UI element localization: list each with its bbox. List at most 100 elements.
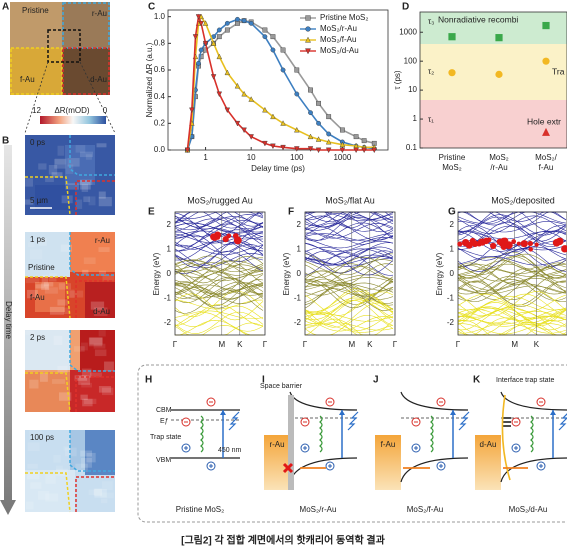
y-tick-label: 2: [167, 220, 172, 229]
marker: [210, 74, 217, 80]
map-texture: [53, 454, 61, 463]
marker: [248, 96, 254, 102]
scale-label: 5 µm: [30, 196, 48, 205]
x-tick-label: Γ: [303, 340, 308, 349]
band-line: [304, 250, 394, 276]
y-tick-label: 0: [297, 269, 302, 278]
x-tick-label: K: [534, 340, 540, 349]
band-line: [457, 263, 567, 274]
plot-frame: [457, 211, 567, 336]
arrow-head: [220, 410, 226, 415]
y-axis-label: Energy (eV): [152, 252, 161, 295]
map-texture: [45, 493, 59, 502]
region-outline: [62, 2, 110, 49]
map-texture: [63, 446, 70, 451]
band-line: [457, 211, 567, 224]
band-line: [304, 297, 394, 313]
band-line: [304, 226, 394, 245]
projection-dot: [552, 238, 561, 247]
band-line: [174, 270, 264, 294]
band-line: [304, 256, 394, 278]
blocked-transfer: [282, 462, 294, 474]
band-line: [304, 299, 394, 327]
label: d-Au: [90, 75, 107, 84]
map-texture: [104, 361, 114, 372]
y-tick-label: -1: [294, 294, 302, 303]
marker: [280, 47, 286, 53]
marker: [325, 138, 332, 145]
band-line: [304, 246, 394, 259]
x-tick-label: M: [511, 340, 518, 349]
map-texture: [26, 471, 40, 480]
marker: [361, 138, 367, 144]
band-line: [457, 306, 567, 325]
metal-block: [475, 435, 501, 490]
schematic-caption: MoS₂/d-Au: [509, 505, 548, 514]
photon: [458, 411, 470, 431]
x-tick-label: 1000: [333, 153, 351, 162]
marker: [339, 141, 346, 148]
band-line: [174, 284, 264, 309]
projection-dot: [520, 240, 528, 248]
band-line: [457, 253, 567, 275]
band-line: [304, 323, 394, 333]
map-texture: [49, 306, 64, 315]
marker: [542, 21, 550, 30]
panel-letter: I: [262, 375, 265, 386]
y-tick-label: -1: [447, 294, 455, 303]
band-line: [457, 230, 567, 240]
y-tick-label: 100: [404, 56, 418, 65]
map-texture: [25, 178, 33, 187]
map-texture: [51, 172, 63, 178]
label: Pristine: [22, 6, 49, 15]
panel-letter: H: [145, 375, 152, 386]
projection-dot: [561, 245, 567, 253]
map-texture: [65, 164, 74, 174]
projection-dot: [516, 241, 521, 246]
projection-dot: [222, 236, 229, 243]
x-tick-label: /r-Au: [490, 163, 507, 172]
colorbar-label: 12: [32, 106, 41, 115]
micrograph-region: [10, 48, 62, 95]
map-texture: [57, 299, 68, 306]
band-line: [174, 299, 264, 310]
level-label: VBM: [156, 457, 171, 464]
marker: [198, 20, 204, 27]
marker: [294, 146, 300, 152]
region-outline: [75, 476, 115, 512]
map-texture: [64, 447, 77, 457]
marker: [270, 113, 276, 120]
marker: [294, 91, 300, 97]
band-line: [457, 266, 567, 282]
band-line: [457, 255, 567, 283]
region-band: [420, 44, 567, 100]
relaxation-arrow: [200, 415, 204, 453]
band-line: [304, 274, 394, 283]
y-tick-label: 1: [167, 245, 172, 254]
map-region: [25, 232, 70, 277]
level-label: Eƒ: [160, 418, 169, 425]
band-line: [174, 222, 264, 233]
y-axis-label: τ (ps): [393, 70, 402, 89]
x-tick-label: 1: [203, 153, 208, 162]
map-texture: [44, 287, 58, 294]
x-tick-label: K: [237, 340, 243, 349]
map-texture: [83, 196, 90, 203]
x-tick-label: K: [367, 340, 373, 349]
projection-dot: [528, 247, 534, 252]
figure-caption: [그림2] 각 접합 계면에서의 핫캐리어 동역학 결과: [181, 534, 385, 547]
map-texture: [25, 277, 40, 284]
band-line: [457, 304, 567, 318]
marker: [495, 70, 503, 78]
marker: [241, 90, 247, 97]
frame-time: 1 ps: [30, 235, 45, 244]
region-outline: [69, 135, 115, 176]
zoom-line: [79, 61, 116, 134]
map-texture: [88, 337, 103, 347]
projection-dot: [478, 238, 486, 246]
label: r-Au: [92, 9, 107, 18]
map-texture: [83, 257, 96, 264]
map-texture: [25, 330, 35, 335]
legend-label: MoS₂/f-Au: [320, 35, 356, 44]
plot-frame: [167, 9, 389, 151]
